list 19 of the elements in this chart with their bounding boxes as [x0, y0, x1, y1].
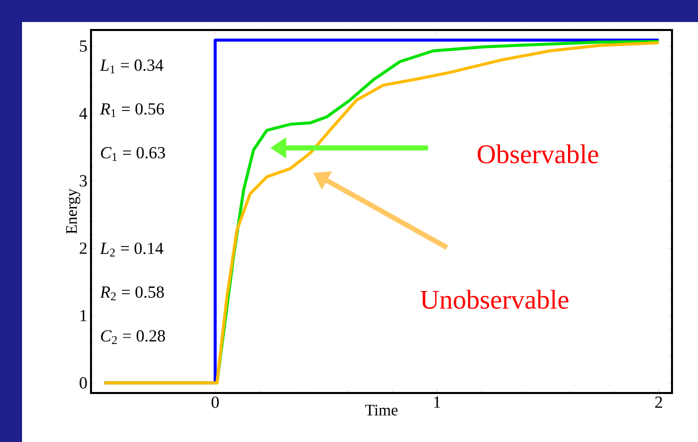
y-tick-label: 1: [80, 310, 86, 322]
annotation: C$_{1}$ = 0.63: [101, 146, 165, 161]
x-tick-label: 1: [434, 396, 440, 408]
annotation: Observable: [478, 144, 598, 164]
annotation: C$_{2}$ = 0.28: [101, 330, 165, 344]
annotation: R$_{1}$ = 0.56: [100, 103, 164, 118]
annotation: L$_{1}$ = 0.34: [100, 59, 164, 74]
y-axis-title: Energy: [66, 188, 80, 234]
annotation: R$_{2}$ = 0.58: [100, 286, 164, 300]
y-tick-label: 3: [80, 175, 87, 187]
annotation: Unobservable: [420, 290, 568, 309]
y-tick-label: 2: [80, 242, 87, 254]
y-tick-label: 5: [80, 40, 87, 52]
annotation: L$_{2}$ = 0.14: [100, 242, 164, 256]
x-axis-title: Time: [365, 404, 398, 416]
x-tick-label: 2: [655, 396, 662, 408]
x-tick-label: 0: [212, 396, 219, 408]
y-tick-label: 4: [79, 108, 88, 120]
y-tick-label: 0: [80, 377, 87, 389]
